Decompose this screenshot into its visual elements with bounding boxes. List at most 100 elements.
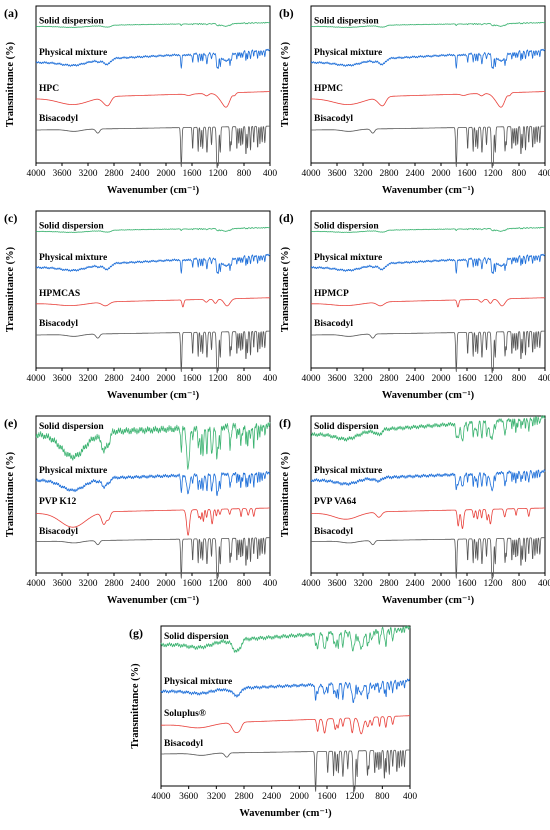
x-axis-title: Wavenumber (cm⁻¹) [107,390,200,401]
series-label: Physical mixture [39,253,107,263]
x-tick-label: 2000 [432,374,451,384]
x-tick-label: 4000 [27,579,46,589]
series-line [35,507,271,536]
x-tick-label: 2000 [157,169,176,179]
panel-label: (g) [129,626,143,640]
series-line [310,253,546,274]
x-tick-label: 2400 [131,579,150,589]
chart-svg: 4000 3600 3200 2800 2400 2000 1600 1200 800 400 Wa… [279,5,550,196]
x-tick-label: 3600 [53,374,72,384]
x-tick-label: 1200 [209,169,228,179]
series-line [35,422,271,470]
series-label: PVP VA64 [314,497,356,507]
series-line [35,21,271,28]
x-tick-label: 3200 [354,169,373,179]
x-tick-label: 2800 [380,579,399,589]
x-tick-label: 1600 [318,792,337,802]
chart-panel: 4000 3600 3200 2800 2400 2000 1600 1200 800 400 Wa… [275,410,550,617]
series-line [310,469,546,492]
series-label: Physical mixture [39,48,107,58]
x-axis-title: Wavenumber (cm⁻¹) [382,390,475,401]
x-axis-title: Wavenumber (cm⁻¹) [382,595,475,606]
series-line [160,749,411,793]
x-tick-label: 3200 [79,579,98,589]
plot-frame [35,210,271,369]
y-axis-title: Transmittance (%) [5,246,16,332]
x-tick-label: 2400 [406,374,425,384]
series-label: Bisacodyl [39,114,78,124]
series-label: Bisacodyl [314,114,353,124]
x-tick-label: 2400 [262,792,281,802]
series-line [35,297,271,308]
x-tick-label: 4000 [152,792,171,802]
series-label: HPMCAS [39,289,80,299]
x-tick-label: 800 [375,792,390,802]
x-tick-label: 1200 [209,374,228,384]
x-tick-label: 1200 [345,792,364,802]
x-axis-title: Wavenumber (cm⁻¹) [239,808,332,819]
x-tick-label: 1600 [458,374,477,384]
x-axis-title: Wavenumber (cm⁻¹) [107,185,200,196]
series-line [310,415,546,442]
x-tick-label: 2400 [131,374,150,384]
x-tick-label: 2800 [105,579,124,589]
series-label: Bisacodyl [39,319,78,329]
x-tick-label: 4000 [27,374,46,384]
series-line [35,48,271,69]
x-tick-label: 1600 [183,374,202,384]
x-tick-label: 2000 [157,579,176,589]
series-label: Solid dispersion [314,222,379,232]
series-label: Solid dispersion [314,17,379,27]
series-label: HPC [39,84,59,94]
plot-frame [35,5,271,164]
series-line [160,715,411,735]
x-tick-label: 3600 [179,792,198,802]
series-line [35,330,271,374]
x-tick-label: 3600 [328,579,347,589]
x-tick-label: 1200 [209,579,228,589]
x-tick-label: 3200 [79,374,98,384]
series-label: HPMCP [314,289,349,299]
x-tick-label: 400 [538,579,550,589]
panel-label: (f) [279,416,291,430]
series-label: Physical mixture [314,253,382,263]
x-tick-label: 2800 [105,169,124,179]
plot-frame [310,5,546,164]
chart-svg: 4000 3600 3200 2800 2400 2000 1600 1200 800 400 Wa… [279,210,550,401]
x-tick-label: 3600 [328,374,347,384]
y-axis-title: Transmittance (%) [5,41,16,127]
x-tick-label: 1200 [484,374,503,384]
x-tick-label: 2400 [131,169,150,179]
x-tick-label: 3600 [53,169,72,179]
series-line [35,253,271,274]
series-line [160,625,411,653]
series-line [310,330,546,374]
series-label: HPMC [314,84,343,94]
x-tick-label: 2400 [406,169,425,179]
x-tick-label: 2000 [432,579,451,589]
panel-label: (b) [279,6,294,20]
chart-svg: 4000 3600 3200 2800 2400 2000 1600 1200 800 400 Wa… [279,415,550,606]
x-tick-label: 3200 [207,792,226,802]
x-tick-label: 800 [512,374,527,384]
series-label: Bisacodyl [314,527,353,537]
x-tick-label: 2800 [105,374,124,384]
series-label: Solid dispersion [39,422,104,432]
y-axis-title: Transmittance (%) [130,663,141,749]
plot-frame [160,625,411,787]
series-line [310,537,546,580]
x-tick-label: 400 [538,374,550,384]
series-label: Solid dispersion [164,632,229,642]
series-line [35,125,271,169]
chart-panel: 4000 3600 3200 2800 2400 2000 1600 1200 800 400 Wa… [275,205,550,412]
chart-svg: 4000 3600 3200 2800 2400 2000 1600 1200 800 400 Wa… [129,625,418,819]
x-tick-label: 4000 [302,169,321,179]
chart-panel: 4000 3600 3200 2800 2400 2000 1600 1200 800 400 Wa… [125,620,418,830]
x-axis-title: Wavenumber (cm⁻¹) [107,595,200,606]
series-label: Solid dispersion [39,222,104,232]
series-line [310,297,546,308]
x-tick-label: 400 [403,792,418,802]
plot-frame [35,415,271,574]
x-tick-label: 4000 [302,374,321,384]
